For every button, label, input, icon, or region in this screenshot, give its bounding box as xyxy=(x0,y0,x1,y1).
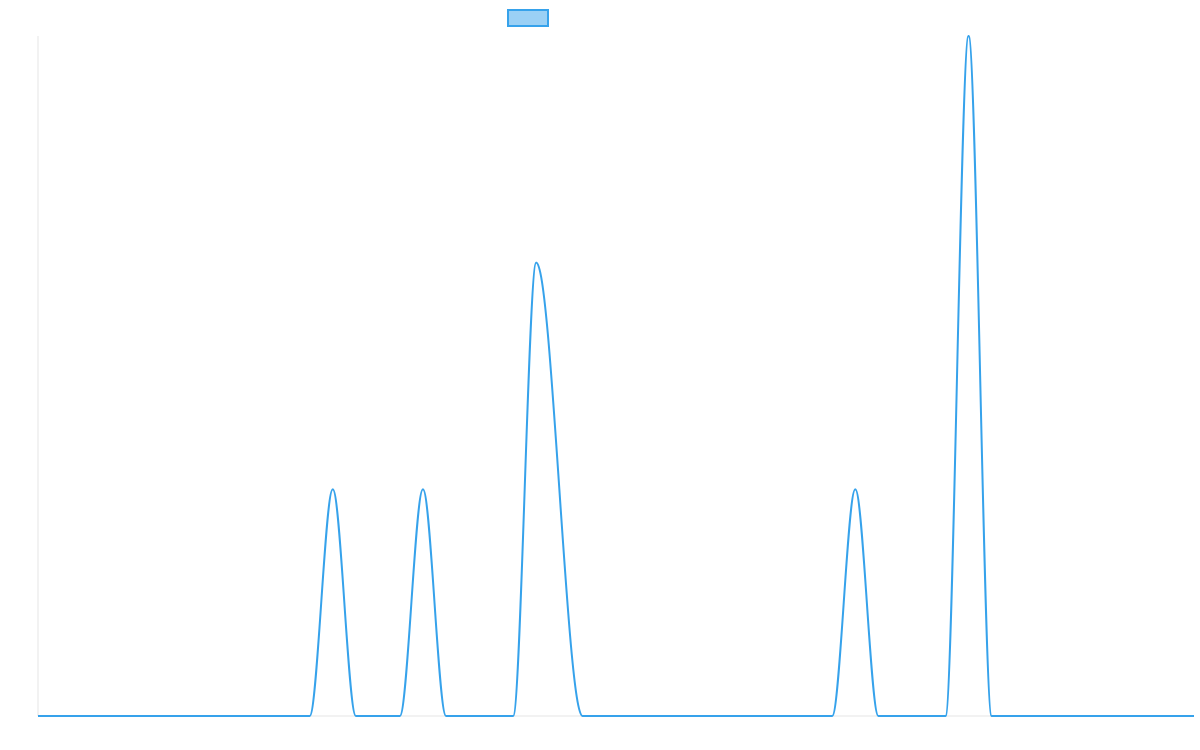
series-line-0 xyxy=(38,35,1194,718)
axes xyxy=(37,36,1194,717)
legend-swatch[interactable] xyxy=(507,9,549,27)
series-layer xyxy=(38,35,1194,718)
legend[interactable] xyxy=(507,9,549,27)
